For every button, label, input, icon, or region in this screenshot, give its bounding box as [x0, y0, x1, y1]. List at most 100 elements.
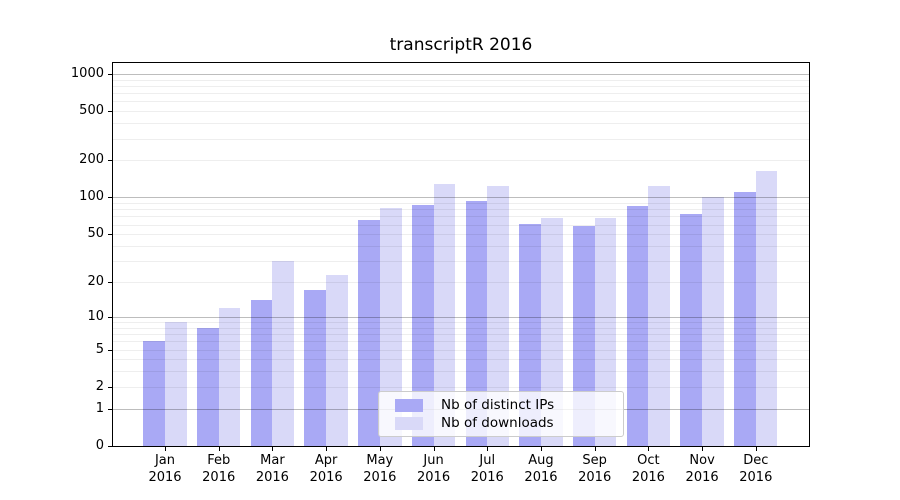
x-tick-label: Apr 2016 — [309, 453, 343, 485]
y-tick-mark — [108, 282, 112, 284]
gridline-minor — [113, 261, 809, 263]
y-tick-label: 100 — [79, 189, 104, 205]
bar-downloads-may — [379, 208, 402, 446]
bar-distinct-ips-nov — [680, 214, 703, 446]
legend-swatch-distinct-ips — [395, 398, 423, 412]
gridline-minor — [113, 160, 809, 162]
x-tick-mark — [648, 447, 650, 451]
y-tick-mark — [108, 316, 112, 318]
x-tick-label: Oct 2016 — [631, 453, 665, 485]
legend-item-downloads: Nb of downloads — [395, 415, 607, 431]
gridline-major — [113, 197, 809, 199]
x-tick-label: Dec 2016 — [739, 453, 773, 485]
x-tick-label: Jun 2016 — [417, 453, 451, 485]
y-tick-label: 1000 — [70, 65, 104, 81]
y-tick-mark — [108, 73, 112, 75]
x-tick-mark — [594, 447, 596, 451]
plot-area — [112, 62, 810, 447]
x-tick-mark — [755, 447, 757, 451]
bars-layer — [113, 63, 809, 446]
x-tick-label: Mar 2016 — [255, 453, 289, 485]
y-tick-mark — [108, 111, 112, 113]
bar-distinct-ips-dec — [734, 192, 756, 446]
legend-item-distinct-ips: Nb of distinct IPs — [395, 397, 607, 413]
bar-downloads-dec — [755, 171, 778, 446]
y-tick-label: 200 — [79, 152, 104, 168]
x-tick-mark — [487, 447, 489, 451]
gridline-major — [113, 316, 809, 318]
bar-downloads-jul — [487, 185, 509, 446]
legend-swatch-downloads — [395, 416, 423, 430]
bar-downloads-mar — [272, 261, 295, 446]
gridline-minor — [113, 101, 809, 103]
bar-downloads-nov — [702, 197, 724, 446]
x-tick-label: Aug 2016 — [524, 453, 558, 485]
y-tick-label: 5 — [95, 341, 104, 357]
x-tick-label: Sep 2016 — [578, 453, 612, 485]
gridline-minor — [113, 386, 809, 388]
gridline-minor — [113, 234, 809, 236]
x-tick-label: Jan 2016 — [148, 453, 182, 485]
gridline-minor — [113, 322, 809, 323]
y-tick-label: 0 — [95, 438, 104, 453]
y-tick-label: 500 — [79, 103, 104, 119]
gridline-minor — [113, 203, 809, 205]
bar-distinct-ips-feb — [197, 327, 219, 446]
gridline-minor — [113, 349, 809, 351]
gridline-minor — [113, 371, 809, 373]
bar-distinct-ips-apr — [304, 290, 327, 446]
bar-downloads-oct — [648, 186, 671, 446]
gridline-minor — [113, 85, 809, 87]
x-tick-label: Feb 2016 — [202, 453, 236, 485]
bar-distinct-ips-jul — [465, 201, 488, 446]
gridline-minor — [113, 93, 809, 95]
legend-label-downloads: Nb of downloads — [441, 415, 554, 431]
gridline-minor — [113, 341, 809, 343]
gridline-minor — [113, 282, 809, 284]
y-tick-label: 20 — [87, 274, 104, 290]
bar-downloads-jan — [165, 322, 187, 446]
x-tick-mark — [272, 447, 274, 451]
legend: Nb of distinct IPs Nb of downloads — [378, 391, 624, 437]
y-tick-label: 2 — [95, 378, 104, 394]
y-tick-mark — [108, 197, 112, 199]
x-tick-mark — [218, 447, 220, 451]
x-tick-mark — [702, 447, 704, 451]
y-tick-mark — [108, 408, 112, 410]
gridline-minor — [113, 216, 809, 218]
gridline-minor — [113, 79, 809, 81]
y-tick-mark — [108, 160, 112, 162]
gridline-major — [113, 73, 809, 75]
bar-distinct-ips-may — [358, 219, 380, 446]
gridline-minor — [113, 224, 809, 226]
x-tick-mark — [540, 447, 542, 451]
gridline-minor — [113, 334, 809, 336]
gridlines-layer — [113, 63, 809, 446]
bar-downloads-feb — [218, 307, 241, 446]
bar-downloads-aug — [540, 217, 563, 446]
bar-downloads-jun — [433, 184, 456, 446]
x-tick-mark — [326, 447, 328, 451]
y-tick-mark — [108, 386, 112, 388]
y-tick-label: 50 — [87, 226, 104, 242]
x-tick-label: Nov 2016 — [685, 453, 719, 485]
gridline-minor — [113, 246, 809, 247]
y-tick-label: 10 — [87, 308, 104, 324]
bar-downloads-apr — [326, 274, 348, 446]
chart-title: transcriptR 2016 — [389, 35, 533, 55]
y-tick-mark — [108, 446, 112, 447]
bar-distinct-ips-oct — [626, 205, 649, 446]
y-tick-mark — [108, 349, 112, 351]
legend-label-distinct-ips: Nb of distinct IPs — [441, 397, 555, 413]
y-tick-mark — [108, 234, 112, 236]
gridline-minor — [113, 327, 809, 329]
bar-distinct-ips-jun — [411, 204, 434, 446]
bar-downloads-sep — [594, 217, 617, 446]
x-tick-label: May 2016 — [363, 453, 397, 485]
gridline-minor — [113, 138, 809, 140]
x-tick-mark — [165, 447, 166, 451]
x-tick-label: Jul 2016 — [470, 453, 504, 485]
x-tick-mark — [433, 447, 435, 451]
